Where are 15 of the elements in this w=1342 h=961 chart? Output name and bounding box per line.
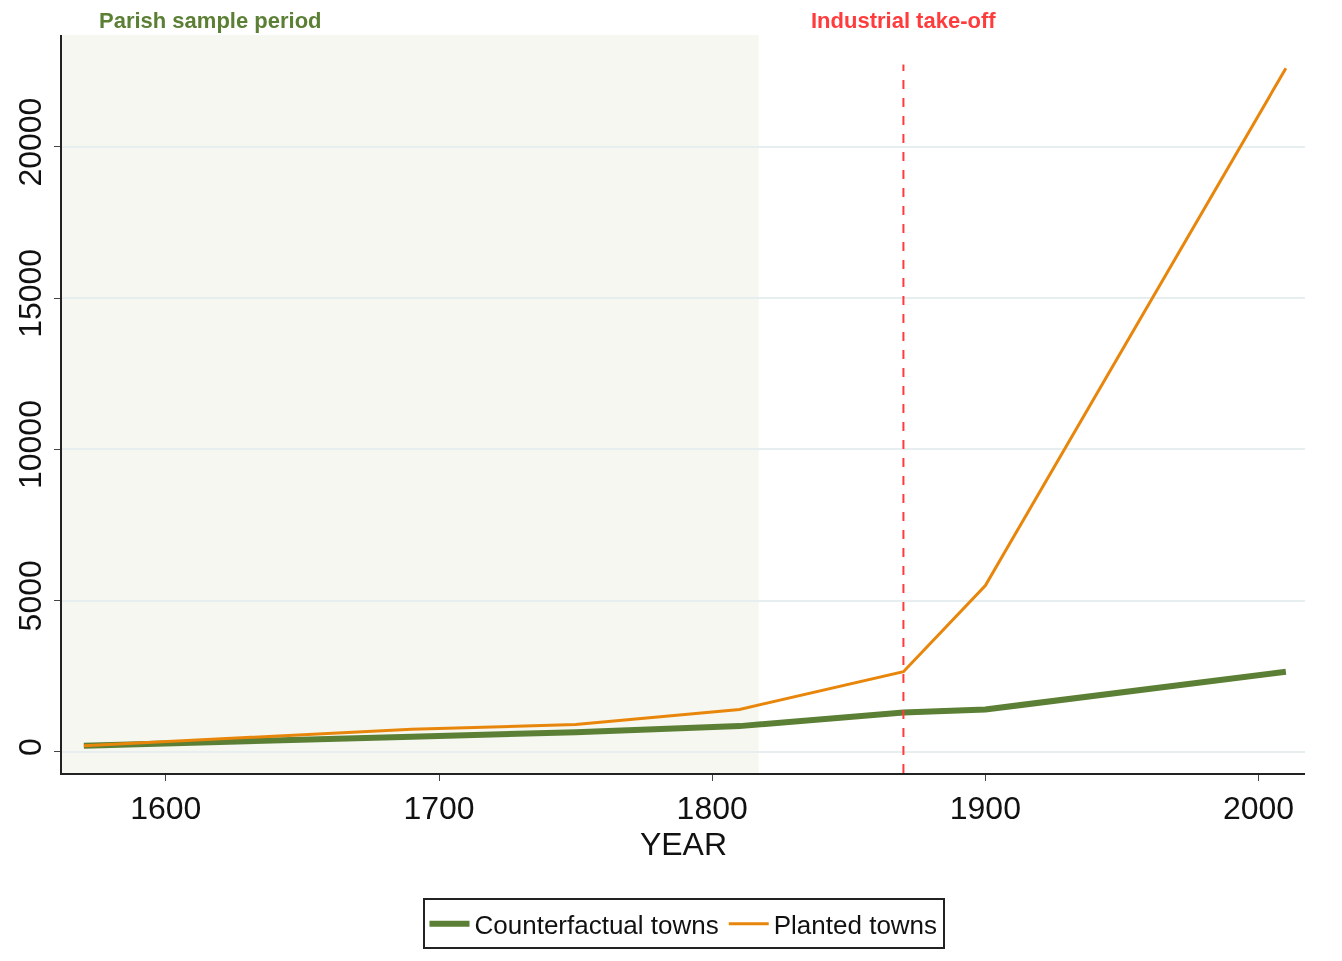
legend-label: Counterfactual towns xyxy=(474,910,719,940)
x-axis-title: YEAR xyxy=(639,826,728,863)
x-tick-label: 1600 xyxy=(130,790,202,827)
y-tick-label: 0 xyxy=(12,738,49,756)
x-tick-label: 1900 xyxy=(949,790,1021,827)
y-tick-label: 15000 xyxy=(12,248,49,338)
ref-line-label: Industrial take-off xyxy=(811,8,997,33)
band-label: Parish sample period xyxy=(99,8,322,33)
x-tick-label: 2000 xyxy=(1222,790,1295,827)
legend-label: Planted towns xyxy=(773,910,938,940)
y-tick-label: 20000 xyxy=(12,97,49,187)
x-tick-label: 1800 xyxy=(676,790,748,827)
y-tick-label: 10000 xyxy=(12,400,49,490)
y-tick-label: 5000 xyxy=(12,560,49,632)
x-tick-label: 1700 xyxy=(403,790,475,827)
